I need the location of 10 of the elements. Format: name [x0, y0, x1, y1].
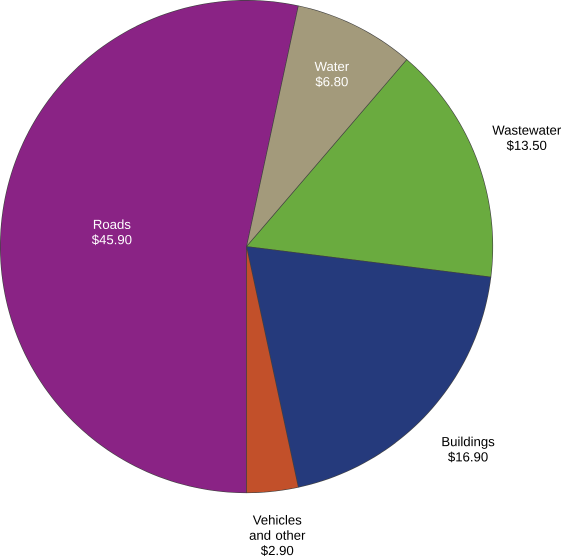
data-label: $2.90 — [260, 545, 294, 556]
data-label: $16.90 — [448, 452, 488, 462]
slice-label: Roads — [94, 219, 130, 230]
data-label: $45.90 — [92, 234, 132, 246]
slice-label: Vehicles and other — [250, 514, 306, 540]
data-label: $13.50 — [506, 140, 546, 151]
slice-label: Buildings — [442, 436, 494, 449]
slice-label: Wastewater — [492, 126, 561, 135]
slice-label: Water — [314, 62, 349, 72]
data-label: $6.80 — [316, 76, 348, 88]
